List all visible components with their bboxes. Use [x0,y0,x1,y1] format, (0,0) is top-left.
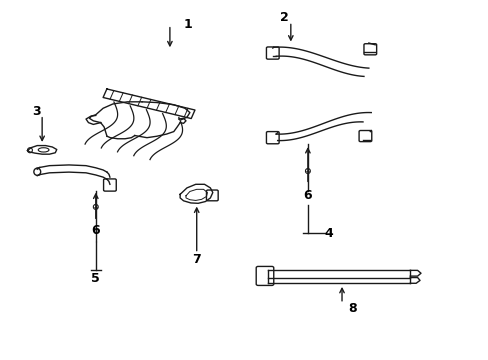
Text: 3: 3 [32,105,41,118]
Text: 1: 1 [183,18,192,31]
Text: 4: 4 [324,226,332,239]
Text: 7: 7 [192,253,201,266]
Text: 6: 6 [91,224,100,238]
Text: 5: 5 [91,272,100,285]
Text: 6: 6 [303,189,311,202]
Text: 8: 8 [348,302,356,315]
Text: 2: 2 [280,12,288,24]
